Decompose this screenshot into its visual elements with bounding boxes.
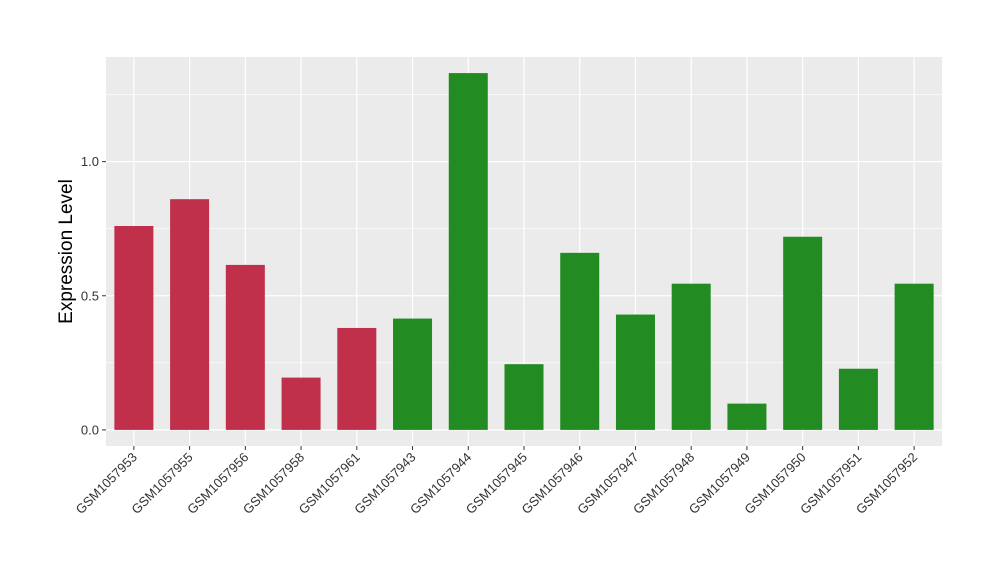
y-tick-label: 0.5: [81, 288, 99, 303]
bar-GSM1057958: [281, 377, 321, 430]
bar-GSM1057952: [894, 283, 934, 430]
bar-GSM1057943: [393, 318, 433, 430]
y-tick-label: 0.0: [81, 422, 99, 437]
bar-GSM1057944: [448, 73, 488, 430]
bar-GSM1057948: [671, 283, 711, 430]
x-axis: GSM1057953GSM1057955GSM1057956GSM1057958…: [73, 446, 920, 517]
y-tick-label: 1.0: [81, 154, 99, 169]
bar-GSM1057955: [170, 199, 210, 430]
bar-GSM1057953: [114, 226, 154, 430]
bar-GSM1057946: [560, 252, 600, 430]
bar-GSM1057951: [838, 368, 878, 430]
bars: [114, 73, 934, 430]
y-axis-title: Expression Level: [56, 179, 77, 324]
bar-GSM1057956: [225, 264, 265, 430]
bar-GSM1057945: [504, 364, 544, 430]
bar-GSM1057949: [727, 403, 767, 430]
bar-GSM1057947: [615, 314, 655, 430]
bar-GSM1057950: [783, 236, 823, 430]
y-axis: 0.0 0.5 1.0: [81, 154, 106, 437]
bar-GSM1057961: [337, 327, 377, 430]
